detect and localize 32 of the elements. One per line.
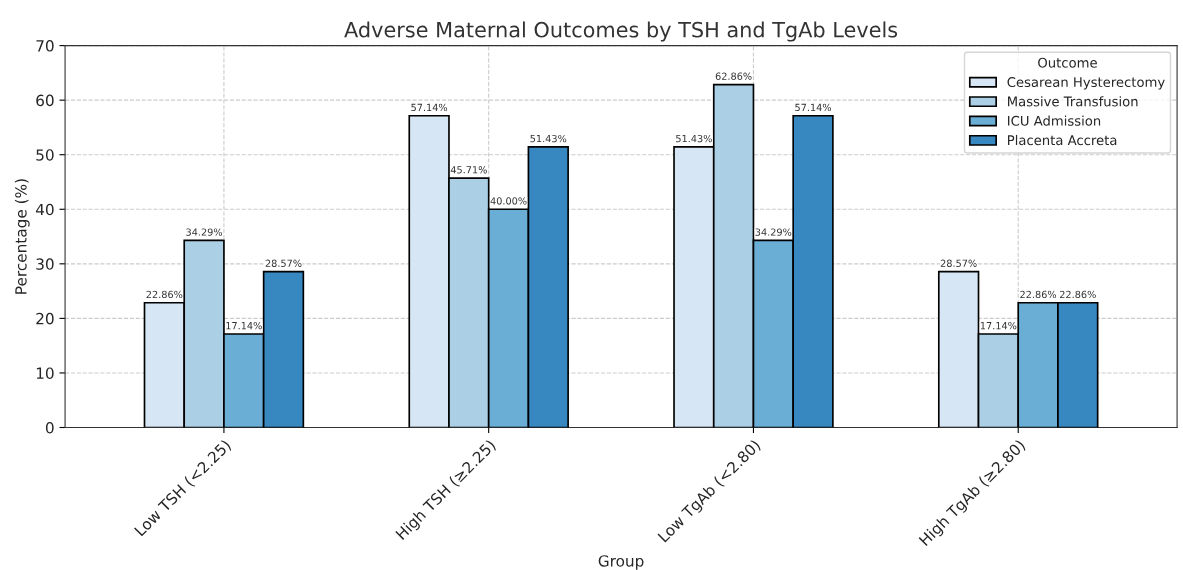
y-tick-label: 30 <box>36 258 54 270</box>
chart-title: Adverse Maternal Outcomes by TSH and TgAb Levels <box>344 21 898 42</box>
data-label: 40.00% <box>490 197 527 205</box>
legend-title: Outcome <box>1038 57 1097 68</box>
data-label: 28.57% <box>265 259 302 267</box>
y-tick-label: 10 <box>36 367 54 379</box>
y-tick-label: 60 <box>36 94 54 107</box>
y-tick-label: 20 <box>36 312 54 325</box>
x-axis-title: Group <box>598 555 644 570</box>
data-label: 17.14% <box>980 321 1017 330</box>
data-label: 57.14% <box>411 103 448 112</box>
data-label: 51.43% <box>530 134 567 143</box>
data-label: 51.43% <box>676 134 712 143</box>
data-label: 28.57% <box>940 259 977 267</box>
y-axis-title: Percentage (%) <box>14 179 30 294</box>
data-label: 22.86% <box>146 290 183 299</box>
data-label: 57.14% <box>795 103 832 112</box>
y-tick-label: 0 <box>45 421 54 434</box>
data-label: 22.86% <box>1020 290 1057 299</box>
y-tick-label: 70 <box>36 40 54 52</box>
data-label: 45.71% <box>450 166 487 174</box>
legend-label: Placenta Accreta <box>1008 134 1117 146</box>
y-tick-label: 50 <box>36 149 54 161</box>
data-label: 62.86% <box>715 72 752 80</box>
data-label: 17.14% <box>226 321 262 330</box>
legend-label: ICU Admission <box>1008 115 1101 126</box>
data-label: 22.86% <box>1059 290 1096 299</box>
data-label: 34.29% <box>186 228 223 236</box>
legend-label: Cesarean Hysterectomy <box>1007 77 1165 90</box>
legend-label: Massive Transfusion <box>1008 96 1138 107</box>
data-label: 34.29% <box>755 228 792 236</box>
y-tick-label: 40 <box>35 203 54 216</box>
